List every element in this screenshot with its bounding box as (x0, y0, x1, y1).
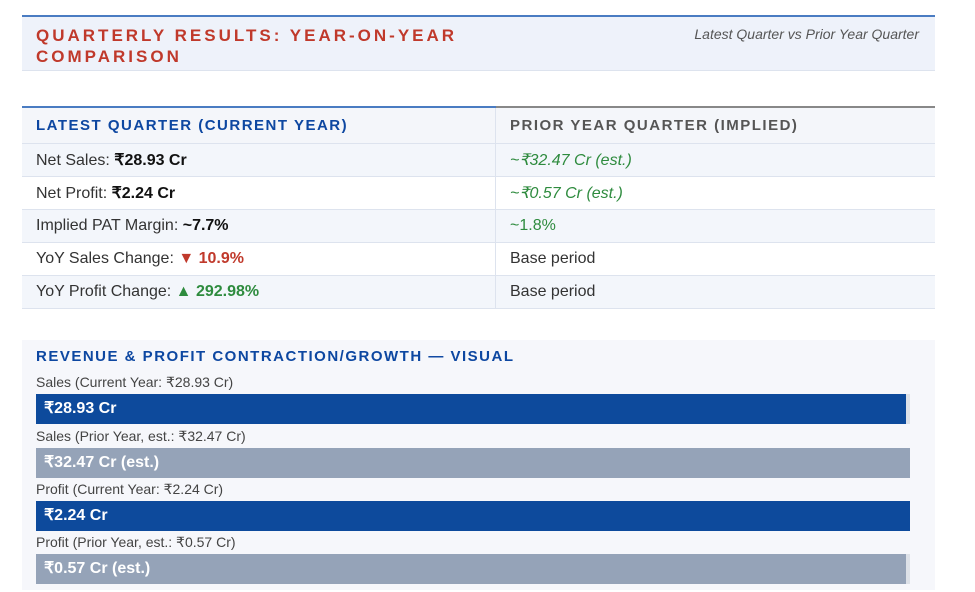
bar-label: Sales (Current Year: ₹28.93 Cr) (36, 374, 234, 390)
page-title: QUARTERLY RESULTS: YEAR-ON-YEAR COMPARIS… (36, 26, 458, 66)
table-row: Net Sales: ₹28.93 Cr ~₹32.47 Cr (est.) (22, 143, 935, 177)
table-row: YoY Profit Change: ▲ 292.98% Base period (22, 275, 935, 309)
prior-value: ~₹32.47 Cr (est.) (495, 143, 935, 177)
table-header: LATEST QUARTER (CURRENT YEAR) PRIOR YEAR… (22, 106, 935, 144)
header-band: QUARTERLY RESULTS: YEAR-ON-YEAR COMPARIS… (22, 15, 935, 71)
bar-label: Profit (Prior Year, est.: ₹0.57 Cr) (36, 534, 236, 550)
table-row: Net Profit: ₹2.24 Cr ~₹0.57 Cr (est.) (22, 176, 935, 210)
visual-section: REVENUE & PROFIT CONTRACTION/GROWTH — VI… (22, 340, 935, 590)
table-row: YoY Sales Change: ▼ 10.9% Base period (22, 242, 935, 276)
row-value: ₹28.93 Cr (114, 152, 187, 169)
table-row: Implied PAT Margin: ~7.7% ~1.8% (22, 209, 935, 243)
row-label: Net Profit: (36, 185, 112, 202)
col-header-prior: PRIOR YEAR QUARTER (IMPLIED) (495, 106, 935, 144)
prior-value: ~1.8% (495, 209, 935, 243)
row-label: Net Sales: (36, 152, 115, 169)
row-label: YoY Profit Change: (36, 283, 176, 300)
bar-track: ₹2.24 Cr (36, 501, 910, 531)
page-subtitle: Latest Quarter vs Prior Year Quarter (694, 26, 919, 42)
bar-fill: ₹2.24 Cr (36, 501, 910, 531)
bar-track: ₹28.93 Cr (36, 394, 910, 424)
bar-fill: ₹0.57 Cr (est.) (36, 554, 906, 584)
visual-title: REVENUE & PROFIT CONTRACTION/GROWTH — VI… (36, 348, 515, 365)
row-label: Implied PAT Margin: (36, 217, 183, 234)
comparison-table: LATEST QUARTER (CURRENT YEAR) PRIOR YEAR… (22, 106, 935, 309)
bar-label: Sales (Prior Year, est.: ₹32.47 Cr) (36, 428, 246, 444)
bar-track: ₹32.47 Cr (est.) (36, 448, 910, 478)
row-value: ₹2.24 Cr (111, 185, 176, 202)
prior-value: ~₹0.57 Cr (est.) (495, 176, 935, 210)
bar-fill: ₹32.47 Cr (est.) (36, 448, 910, 478)
bar-fill: ₹28.93 Cr (36, 394, 906, 424)
col-header-current: LATEST QUARTER (CURRENT YEAR) (22, 106, 496, 144)
row-value: ▲ 292.98% (175, 283, 260, 300)
prior-value: Base period (495, 242, 935, 276)
bar-label: Profit (Current Year: ₹2.24 Cr) (36, 481, 224, 497)
row-value: ▼ 10.9% (178, 250, 244, 267)
row-label: YoY Sales Change: (36, 250, 179, 267)
prior-value: Base period (495, 275, 935, 309)
row-value: ~7.7% (182, 217, 229, 234)
bar-track: ₹0.57 Cr (est.) (36, 554, 910, 584)
